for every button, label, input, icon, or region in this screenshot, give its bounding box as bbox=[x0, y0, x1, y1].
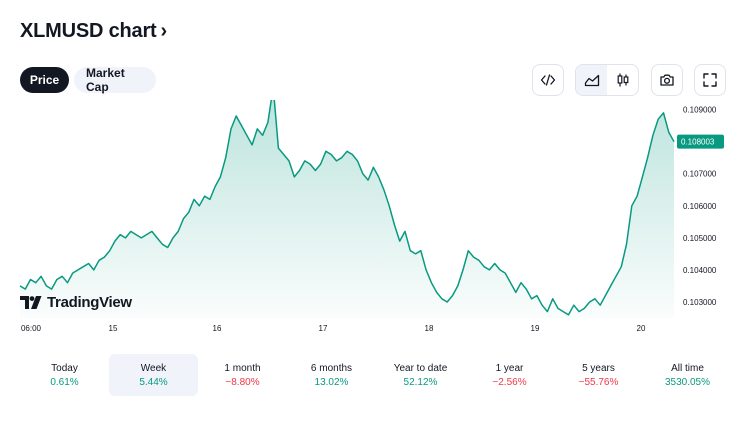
x-tick-label: 20 bbox=[637, 324, 646, 333]
period-button[interactable]: 6 months 13.02% bbox=[287, 354, 376, 396]
period-change: 5.44% bbox=[139, 376, 168, 388]
fullscreen-button[interactable] bbox=[694, 64, 726, 96]
period-button[interactable]: 5 years −55.76% bbox=[554, 354, 643, 396]
period-change: 0.61% bbox=[50, 376, 79, 388]
period-button[interactable]: Year to date 52.12% bbox=[376, 354, 465, 396]
last-price-label: 0.108003 bbox=[681, 138, 715, 147]
price-area-fill bbox=[20, 100, 674, 318]
x-tick-label: 19 bbox=[531, 324, 540, 333]
candles-icon bbox=[617, 73, 628, 87]
period-button[interactable]: 1 year −2.56% bbox=[465, 354, 554, 396]
period-label: 1 month bbox=[224, 362, 261, 374]
period-change: −8.80% bbox=[225, 376, 260, 388]
period-label: 1 year bbox=[495, 362, 524, 374]
period-button[interactable]: Today 0.61% bbox=[20, 354, 109, 396]
embed-button[interactable] bbox=[532, 64, 564, 96]
x-tick-label: 16 bbox=[213, 324, 222, 333]
y-tick-label: 0.103000 bbox=[683, 298, 717, 307]
y-tick-label: 0.107000 bbox=[683, 170, 717, 179]
period-change: 3530.05% bbox=[664, 376, 711, 388]
period-button[interactable]: All time 3530.05% bbox=[643, 354, 732, 396]
chart-title-link[interactable]: XLMUSD chart › bbox=[20, 20, 167, 43]
price-chart[interactable]: 0.109000 0.107000 0.106000 0.105000 0.104000… bbox=[0, 100, 750, 340]
tab-price[interactable]: Price bbox=[20, 67, 69, 93]
snapshot-button[interactable] bbox=[651, 64, 683, 96]
y-tick-label: 0.105000 bbox=[683, 234, 717, 243]
x-tick-label: 18 bbox=[425, 324, 434, 333]
y-tick-label: 0.109000 bbox=[683, 106, 717, 115]
tradingview-logo-icon bbox=[20, 296, 42, 309]
tab-market-cap[interactable]: Market Cap bbox=[74, 66, 156, 94]
period-change: −2.56% bbox=[492, 376, 527, 388]
x-tick-label: 15 bbox=[109, 324, 118, 333]
period-change: −55.76% bbox=[578, 376, 619, 388]
y-tick-label: 0.106000 bbox=[683, 202, 717, 211]
period-label: Today bbox=[51, 362, 78, 374]
area-chart-icon bbox=[584, 74, 599, 87]
embed-code-icon bbox=[540, 74, 556, 86]
period-label: All time bbox=[671, 362, 704, 374]
period-button[interactable]: Week 5.44% bbox=[109, 354, 198, 396]
x-tick-label: 17 bbox=[319, 324, 328, 333]
price-line bbox=[19, 100, 675, 316]
area-chart-button[interactable] bbox=[576, 65, 607, 95]
page-title: XLMUSD chart bbox=[20, 20, 157, 42]
period-change: 52.12% bbox=[403, 376, 438, 388]
fullscreen-icon bbox=[703, 73, 717, 87]
period-button[interactable]: 1 month −8.80% bbox=[198, 354, 287, 396]
tradingview-logo: TradingView bbox=[20, 294, 132, 311]
camera-icon bbox=[660, 74, 674, 86]
period-label: Year to date bbox=[393, 362, 448, 374]
period-label: 6 months bbox=[310, 362, 353, 374]
last-price-badge bbox=[677, 134, 724, 149]
period-label: Week bbox=[140, 362, 167, 374]
x-tick-label: 06:00 bbox=[21, 324, 42, 333]
tradingview-wordmark: TradingView bbox=[47, 294, 132, 311]
period-label: 5 years bbox=[582, 362, 615, 374]
candles-button[interactable] bbox=[607, 65, 638, 95]
y-tick-label: 0.104000 bbox=[683, 266, 717, 275]
period-selector: Today 0.61% Week 5.44% 1 month −8.80% 6 months… bbox=[20, 354, 732, 396]
chevron-right-icon: › bbox=[160, 20, 168, 42]
chart-style-toggle bbox=[575, 64, 639, 96]
period-change: 13.02% bbox=[314, 376, 349, 388]
